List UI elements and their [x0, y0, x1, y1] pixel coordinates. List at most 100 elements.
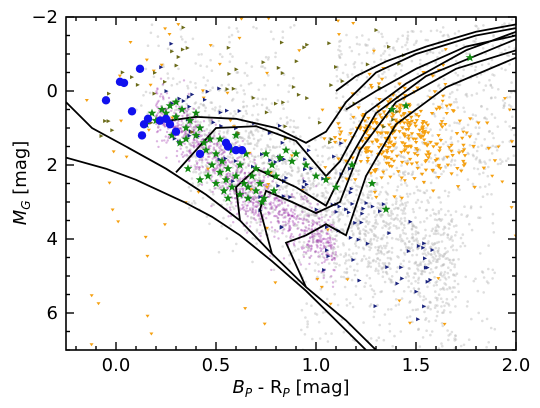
field-star-point: [282, 107, 285, 110]
field-star-point: [246, 142, 250, 145]
isochrone-track: [335, 23, 516, 92]
field-star-point: [444, 277, 448, 281]
purple-star-point: [287, 227, 291, 230]
orange-star-point: [490, 174, 495, 178]
purple-star-point: [305, 218, 308, 221]
field-star-point: [452, 248, 455, 252]
field-star-point: [442, 286, 445, 290]
field-star-point: [358, 232, 362, 236]
purple-star-point: [271, 180, 275, 183]
navy-star-point: [423, 265, 428, 270]
field-star-point: [394, 147, 397, 150]
field-star-point: [278, 145, 282, 149]
purple-star-point: [165, 141, 168, 144]
field-star-point: [399, 233, 402, 237]
olive-star-point: [176, 55, 181, 60]
field-star-point: [469, 205, 473, 208]
field-star-point: [314, 138, 317, 142]
purple-star-point: [322, 244, 326, 247]
green-star-point: [177, 104, 187, 114]
field-star-point: [428, 234, 432, 238]
field-star-point: [490, 113, 494, 116]
purple-star-point: [306, 214, 309, 217]
field-star-point: [452, 273, 456, 277]
field-star-point: [441, 233, 445, 236]
orange-star-point: [110, 208, 115, 212]
field-star-point: [414, 272, 417, 276]
field-star-point: [371, 224, 375, 228]
field-star-point: [292, 125, 296, 129]
field-star-point: [144, 67, 148, 71]
field-star-point: [365, 215, 368, 219]
field-star-point: [400, 155, 403, 159]
field-star-point: [213, 142, 217, 146]
field-star-point: [386, 213, 390, 216]
orange-star-point: [428, 140, 433, 145]
field-star-point: [389, 279, 392, 282]
purple-star-point: [256, 204, 260, 207]
field-star-point: [379, 58, 383, 61]
field-star-point: [366, 193, 370, 196]
field-star-point: [300, 195, 303, 199]
field-star-point: [386, 193, 390, 196]
field-star-point: [231, 205, 234, 209]
field-star-point: [454, 59, 458, 63]
navy-star-point: [359, 220, 364, 225]
orange-star-point: [394, 105, 399, 109]
field-star-point: [397, 206, 400, 210]
field-star-point: [261, 179, 264, 182]
field-star-point: [380, 290, 384, 293]
purple-star-point: [208, 155, 211, 158]
field-star-point: [395, 40, 399, 43]
purple-star-point: [284, 220, 287, 224]
field-star-point: [365, 51, 369, 55]
field-star-point: [339, 212, 343, 216]
orange-star-point: [406, 125, 412, 129]
orange-star-point: [289, 154, 294, 158]
field-star-point: [357, 226, 360, 230]
field-star-point: [382, 158, 386, 161]
field-star-point: [210, 101, 214, 104]
field-star-point: [374, 225, 378, 229]
field-star-point: [331, 220, 335, 224]
orange-star-point: [364, 124, 369, 128]
field-star-point: [236, 140, 240, 143]
field-star-point: [178, 105, 182, 108]
field-star-point: [434, 296, 438, 300]
field-star-point: [334, 234, 338, 238]
field-star-point: [502, 106, 505, 109]
field-star-point: [404, 276, 408, 279]
purple-star-point: [301, 247, 304, 250]
purple-star-point: [302, 250, 306, 254]
purple-star-point: [292, 242, 295, 245]
purple-star-point: [307, 224, 311, 227]
field-star-point: [380, 246, 384, 250]
purple-star-point: [273, 199, 276, 202]
orange-star-point: [265, 226, 270, 230]
orange-star-point: [414, 119, 419, 123]
field-star-point: [316, 232, 320, 235]
orange-star-point: [383, 136, 388, 141]
field-star-point: [335, 172, 338, 175]
purple-star-point: [331, 258, 334, 261]
field-star-point: [392, 172, 396, 176]
field-star-point: [437, 196, 440, 199]
field-star-point: [397, 238, 400, 241]
field-star-point: [436, 260, 439, 264]
field-star-point: [290, 149, 294, 153]
purple-star-point: [204, 158, 207, 161]
purple-star-point: [259, 217, 263, 221]
field-star-point: [220, 181, 223, 185]
field-star-point: [387, 223, 391, 226]
purple-star-point: [162, 98, 165, 101]
field-star-point: [332, 221, 336, 224]
field-star-point: [336, 215, 340, 219]
field-star-point: [199, 102, 203, 106]
field-star-point: [201, 196, 205, 200]
purple-star-point: [175, 105, 178, 108]
field-star-point: [447, 194, 450, 198]
field-star-point: [175, 108, 179, 111]
field-star-point: [337, 196, 340, 200]
field-star-point: [196, 120, 199, 123]
field-star-point: [446, 33, 450, 37]
